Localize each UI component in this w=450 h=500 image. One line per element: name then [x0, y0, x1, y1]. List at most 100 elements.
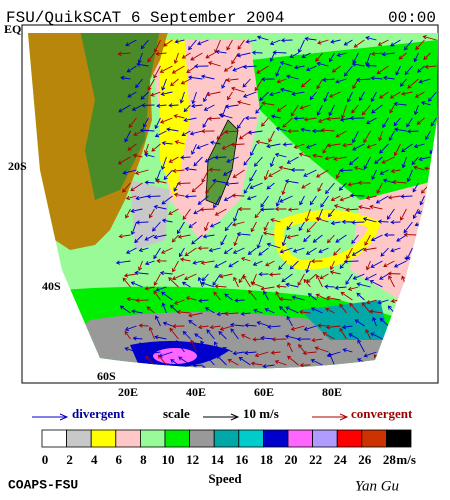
speed-zone [250, 40, 438, 220]
wind-vector [415, 39, 425, 51]
wind-vector [166, 127, 179, 132]
wind-vector [135, 78, 143, 89]
wind-vector [381, 156, 395, 164]
wind-vector [242, 274, 251, 288]
wind-vector [353, 39, 365, 48]
colorbar-tick: 8 [140, 452, 147, 467]
colorbar-unit: m/s [396, 452, 416, 467]
wind-vector [369, 204, 383, 210]
wind-vector [286, 315, 293, 327]
wind-vector [318, 247, 329, 254]
wind-vector [147, 52, 155, 63]
wind-vector [393, 101, 407, 107]
wind-vector [301, 182, 311, 189]
wind-vector [152, 221, 161, 232]
wind-vector [370, 51, 383, 56]
wind-vector [159, 270, 173, 276]
wind-vector [270, 218, 281, 223]
wind-vector [200, 281, 215, 288]
wind-vector [326, 116, 341, 121]
wind-vector [377, 299, 389, 305]
wind-vector [248, 289, 257, 301]
wind-vector [214, 155, 227, 160]
wind-vector [197, 39, 209, 46]
wind-vector [335, 130, 347, 138]
wind-vector [363, 351, 377, 358]
wind-vector [123, 273, 137, 278]
wind-vector [153, 204, 167, 210]
wind-vector [270, 114, 281, 119]
wind-vector [293, 116, 305, 121]
land [80, 33, 160, 200]
wind-vector [322, 77, 335, 82]
wind-vector [286, 156, 299, 164]
wind-vector [269, 39, 281, 46]
wind-vector [218, 273, 233, 279]
wind-vector [126, 296, 137, 302]
wind-vector [139, 128, 155, 133]
wind-vector [194, 333, 203, 340]
wind-vector [155, 179, 167, 184]
wind-vector [298, 221, 305, 232]
wind-vector [352, 143, 365, 151]
wind-vector [140, 91, 149, 100]
wind-vector [356, 282, 371, 288]
wind-vector [153, 290, 161, 301]
wind-vector [179, 91, 185, 104]
wind-vector [305, 143, 317, 149]
wind-vector [369, 280, 383, 288]
wind-vector [222, 169, 233, 176]
wind-vector [376, 65, 389, 75]
wind-vector [221, 78, 227, 89]
wind-vector [317, 323, 329, 328]
wind-vector [274, 359, 287, 366]
wind-vector [335, 234, 347, 243]
wind-vector [124, 346, 137, 353]
wind-vector [372, 316, 377, 327]
wind-vector [348, 156, 359, 166]
wind-vector [345, 207, 359, 212]
wind-vector [137, 260, 143, 271]
wind-vector [336, 52, 347, 57]
wind-vector [349, 193, 365, 198]
color-box [385, 429, 412, 448]
wind-vector [207, 61, 221, 67]
wind-vector [157, 354, 167, 366]
wind-vector [287, 128, 299, 134]
wind-vector [418, 156, 431, 162]
wind-vector [399, 208, 407, 221]
wind-vector [340, 291, 353, 301]
wind-vector [122, 182, 131, 193]
wind-vector [209, 324, 221, 330]
wind-vector [330, 220, 341, 226]
wind-vector [279, 87, 293, 93]
wind-vector [349, 302, 359, 314]
wind-vector [237, 117, 245, 130]
wind-vector [176, 309, 191, 315]
wind-vector [423, 52, 431, 61]
wind-vector [315, 293, 329, 301]
wind-vector [310, 358, 323, 366]
wind-vector [306, 221, 317, 233]
wind-vector [366, 299, 377, 305]
wind-vector [183, 104, 191, 113]
wind-vector [203, 104, 215, 111]
wind-vector [252, 337, 263, 342]
wind-vector [388, 275, 395, 288]
wind-vector [266, 242, 281, 249]
wind-vector [237, 100, 251, 106]
lon-label: 80E [322, 385, 342, 399]
wind-vector [325, 307, 335, 314]
wind-vector [172, 260, 179, 273]
wind-vector [214, 284, 227, 289]
wind-vector [172, 324, 185, 329]
wind-vector [169, 327, 179, 340]
wind-vector [144, 234, 155, 241]
wind-vector [274, 152, 287, 158]
wind-vector [403, 232, 419, 237]
wind-vector [334, 285, 347, 290]
lon-label: 40E [186, 385, 206, 399]
wind-vector [237, 39, 245, 50]
wind-vector [144, 260, 155, 266]
wind-vector [369, 309, 383, 314]
